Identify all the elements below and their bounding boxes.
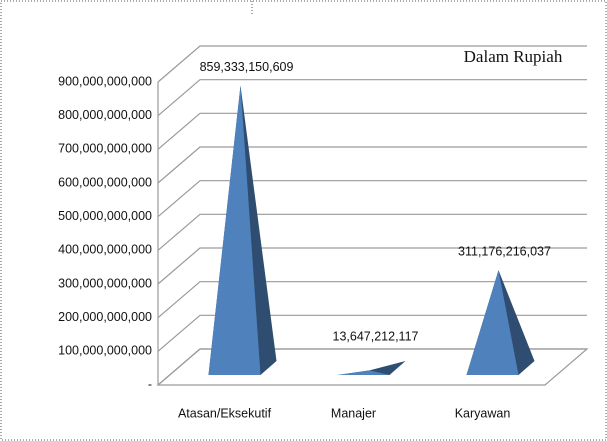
y-tick-label: 700,000,000,000: [58, 142, 152, 156]
pyramid-front: [208, 85, 261, 376]
pyramid-front: [466, 270, 519, 375]
y-tick-label: -: [148, 377, 152, 391]
grid-line: [157, 314, 587, 352]
pyramid: [466, 270, 535, 375]
grid-line: [157, 45, 587, 83]
value-label: 859,333,150,609: [200, 60, 294, 74]
y-tick-label: 200,000,000,000: [58, 310, 152, 324]
pyramid: [337, 361, 406, 375]
grid-line: [157, 281, 587, 319]
grid-line: [157, 213, 587, 251]
y-tick-label: 500,000,000,000: [58, 209, 152, 223]
grid-line: [157, 348, 587, 386]
pyramid: [208, 85, 277, 376]
y-tick-label: 800,000,000,000: [58, 108, 152, 122]
value-label: 311,176,216,037: [458, 245, 551, 259]
x-tick-label: Karyawan: [455, 406, 511, 420]
x-tick-label: Atasan/Eksekutif: [178, 406, 272, 420]
y-tick-label: 300,000,000,000: [58, 276, 152, 290]
y-tick-label: 900,000,000,000: [58, 74, 152, 88]
grid-line: [157, 112, 587, 150]
grid-line: [157, 146, 587, 184]
value-label: 13,647,212,117: [333, 329, 419, 343]
y-tick-label: 600,000,000,000: [58, 175, 152, 189]
x-tick-label: Manajer: [331, 406, 376, 420]
y-tick-label: 100,000,000,000: [58, 344, 152, 358]
pyramid-front: [337, 370, 390, 375]
pyramid-side: [337, 361, 406, 375]
grid-line: [157, 247, 587, 285]
grid-line: [157, 79, 587, 117]
y-tick-label: 400,000,000,000: [58, 243, 152, 257]
grid-line: [157, 180, 587, 218]
annotation: Dalam Rupiah: [464, 47, 563, 66]
